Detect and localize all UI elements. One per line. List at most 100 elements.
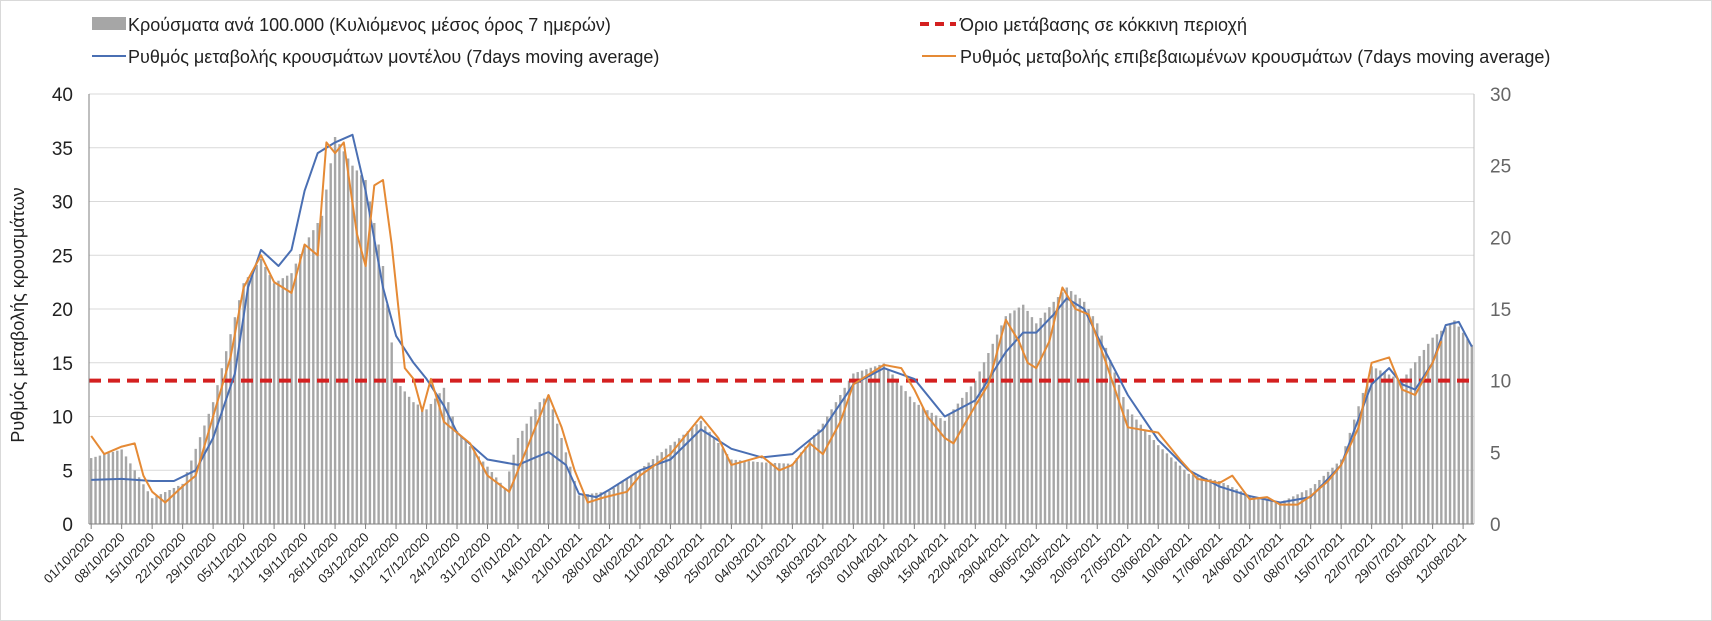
bar [94,456,97,524]
bar [782,463,785,524]
bar [1274,501,1278,524]
bar [1113,372,1116,524]
bar [1348,432,1352,524]
bar [743,460,746,524]
bar [529,416,533,524]
bar [490,472,494,524]
bar [795,458,798,524]
bar [377,244,380,524]
bar [251,271,254,524]
bar [346,158,350,524]
bar [1117,384,1121,524]
bar [560,438,563,524]
bar [285,275,289,524]
bar [808,440,812,524]
bar [887,368,890,524]
bar [399,386,402,524]
bar [495,477,498,524]
bar [1008,313,1012,524]
bar [1339,459,1343,524]
bar [1061,292,1064,524]
bar [547,395,550,524]
bar [812,435,816,524]
bar [516,438,520,524]
legend-label-confirmed: Ρυθμός μεταβολής επιβεβαιωμένων κρουσμάτ… [960,47,1550,67]
bar [316,223,319,524]
bar [1004,316,1007,524]
bar [677,438,681,524]
bar [1043,312,1047,524]
bar [438,393,441,524]
bar [172,487,176,524]
bar [103,454,106,524]
bar [712,437,716,524]
bar [599,492,602,524]
legend: Κρούσματα ανά 100.000 (Κυλιόμενος μέσος … [92,15,1550,67]
bar [852,373,855,524]
y-tick-label: 10 [52,408,73,429]
bar [294,263,298,524]
bar [856,372,859,524]
bar [416,404,420,524]
bar [412,402,415,524]
bar [1440,330,1443,524]
bar [1235,489,1238,524]
bar [621,481,624,524]
bar [1091,316,1095,524]
bar [1157,445,1160,524]
bar [1392,376,1395,524]
bar [765,462,768,524]
bar [133,470,136,524]
bar [804,446,807,524]
bar [1065,287,1068,524]
bar [799,452,803,524]
bar [1435,334,1439,524]
y-axis-title: Ρυθμός μεταβολής κρουσμάτων [8,187,28,442]
y2-tick-label: 25 [1490,157,1511,178]
bar [1000,325,1003,524]
bar [268,275,271,524]
bar [486,466,489,524]
bar [691,427,694,524]
bar [464,441,467,524]
bar [142,484,145,524]
bar [673,441,676,524]
bar [773,462,777,524]
bar [904,391,907,524]
bar [194,448,197,524]
bar [1239,491,1243,524]
bar [1078,298,1082,524]
bar [1422,349,1426,524]
bar [1139,424,1143,524]
bar [595,492,598,524]
bar [303,244,306,524]
bar [1161,449,1164,524]
bar [1283,500,1286,524]
bar [1457,326,1460,524]
bar [1222,483,1225,524]
bar [1039,317,1042,524]
bar [1143,429,1147,524]
bar [364,180,367,524]
bar [1466,338,1469,524]
legend-label-model: Ρυθμός μεταβολής κρουσμάτων μοντέλου (7d… [128,47,659,67]
bar [1013,310,1016,524]
bar [1331,467,1334,524]
bar [1109,360,1112,524]
bar [542,398,546,524]
bar [259,258,263,524]
bar [116,450,119,524]
bar [660,452,663,524]
bar [233,317,237,524]
confirmed-line [90,141,1443,506]
bar [159,494,163,524]
bar [281,278,285,524]
bar [164,492,167,524]
bar [229,334,232,524]
bar [590,493,594,524]
bar [198,437,202,524]
bar [965,392,968,524]
bar [1096,323,1099,524]
bar [1361,392,1365,524]
